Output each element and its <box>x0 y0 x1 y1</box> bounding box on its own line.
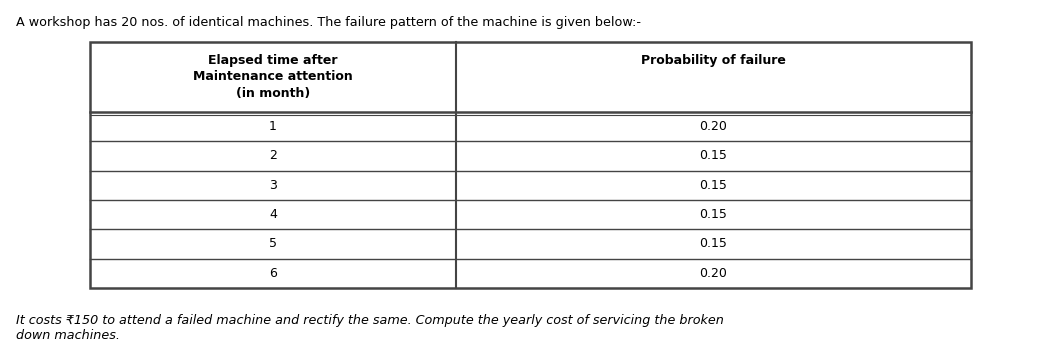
Text: Maintenance attention: Maintenance attention <box>193 70 353 83</box>
Text: (in month): (in month) <box>236 87 310 100</box>
Text: 3: 3 <box>269 179 277 192</box>
Text: 0.20: 0.20 <box>699 120 727 133</box>
Text: 1: 1 <box>269 120 277 133</box>
Text: 0.15: 0.15 <box>699 237 727 251</box>
Text: Probability of failure: Probability of failure <box>641 54 785 67</box>
Text: It costs ₹150 to attend a failed machine and rectify the same. Compute the yearl: It costs ₹150 to attend a failed machine… <box>16 314 724 342</box>
Text: 2: 2 <box>269 149 277 163</box>
Text: 5: 5 <box>268 237 277 251</box>
Text: 0.15: 0.15 <box>699 179 727 192</box>
Text: 0.15: 0.15 <box>699 149 727 163</box>
Text: A workshop has 20 nos. of identical machines. The failure pattern of the machine: A workshop has 20 nos. of identical mach… <box>16 16 641 29</box>
Text: 4: 4 <box>269 208 277 221</box>
Text: Elapsed time after: Elapsed time after <box>208 54 337 67</box>
Text: 6: 6 <box>269 267 277 280</box>
Text: 0.15: 0.15 <box>699 208 727 221</box>
Bar <box>90 42 971 288</box>
Text: 0.20: 0.20 <box>699 267 727 280</box>
